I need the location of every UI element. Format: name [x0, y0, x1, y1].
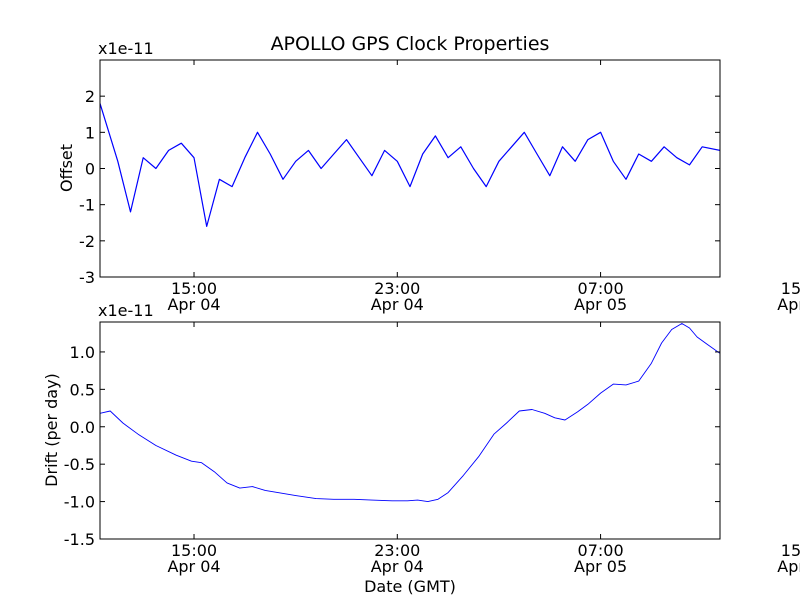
drift-axes-frame [99, 321, 721, 540]
offset-y-tick-label: 0 [85, 160, 95, 179]
drift-y-tick-label: 0.5 [70, 380, 95, 399]
offset-x-tick-time-label: 23:00 [374, 279, 420, 298]
drift-y-tick-label: -0.5 [64, 455, 95, 474]
drift-x-tick-time-label: 23:00 [374, 541, 420, 560]
offset-x-tick-time-label: 07:00 [578, 279, 624, 298]
offset-y-tick-label: -2 [79, 232, 95, 251]
drift-y-multiplier-label: x1e-11 [98, 301, 154, 320]
offset-x-tick-date-label: Apr 05 [574, 295, 627, 314]
drift-x-tick-date-label: Apr 04 [371, 557, 424, 576]
offset-x-tick-date-label: Apr 04 [371, 295, 424, 314]
offset-series-line [100, 103, 720, 227]
drift-series-line [100, 323, 720, 503]
offset-x-tick-date-label: Apr 05 [777, 295, 800, 314]
offset-y-axis-label: Offset [57, 144, 76, 192]
drift-x-tick-time-label: 15:00 [781, 541, 800, 560]
drift-x-tick-time-label: 07:00 [578, 541, 624, 560]
offset-x-tick-time-label: 15:00 [781, 279, 800, 298]
offset-x-tick-date-label: Apr 04 [167, 295, 220, 314]
offset-y-tick-label: 1 [85, 123, 95, 142]
drift-x-tick-date-label: Apr 04 [167, 557, 220, 576]
drift-x-tick-date-label: Apr 05 [777, 557, 800, 576]
drift-x-tick-time-label: 15:00 [171, 541, 217, 560]
offset-y-tick-label: -1 [79, 196, 95, 215]
offset-y-tick-label: -3 [79, 268, 95, 287]
offset-y-tick-label: 2 [85, 87, 95, 106]
drift-y-tick-label: -1.0 [64, 493, 95, 512]
drift-x-axis-label: Date (GMT) [364, 577, 456, 596]
drift-x-tick-date-label: Apr 05 [574, 557, 627, 576]
drift-y-tick-label: 1.0 [70, 343, 95, 362]
offset-y-multiplier-label: x1e-11 [98, 39, 154, 58]
chart-title: APOLLO GPS Clock Properties [271, 33, 550, 55]
drift-y-axis-label: Drift (per day) [42, 373, 61, 487]
offset-x-tick-time-label: 15:00 [171, 279, 217, 298]
drift-y-tick-label: -1.5 [64, 530, 95, 549]
drift-y-tick-label: 0.0 [70, 418, 95, 437]
